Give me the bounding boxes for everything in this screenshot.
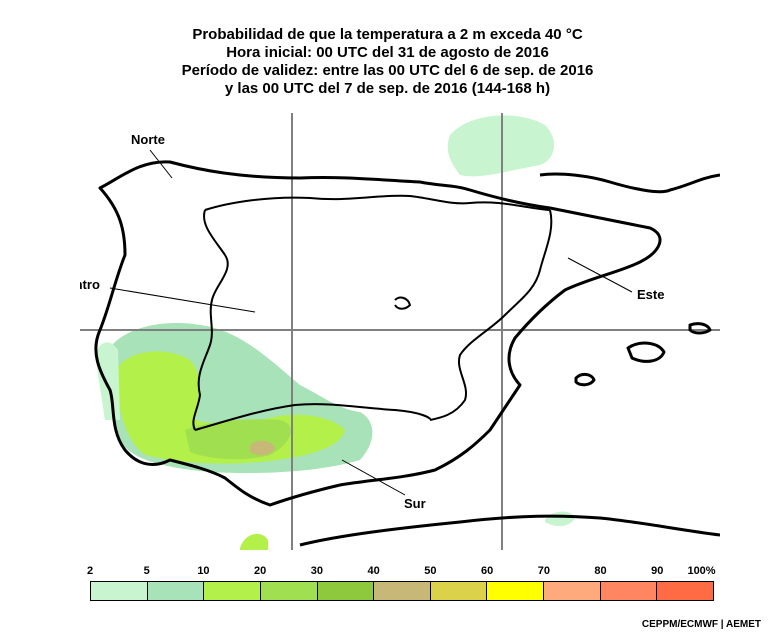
boundary-north <box>204 194 551 211</box>
iberia-coast <box>94 160 662 507</box>
legend-tick: 2 <box>86 565 94 577</box>
title-line-4: y las 00 UTC del 7 de sep. de 2016 (144-… <box>224 80 551 97</box>
pointer-norte <box>149 149 173 179</box>
region-pointers <box>109 149 633 496</box>
region-label-centro: Centro <box>80 277 100 292</box>
legend-swatch <box>147 582 205 600</box>
legend-tick: 50 <box>424 565 437 577</box>
prob-area-bottom <box>240 533 268 550</box>
legend-tick: 40 <box>367 565 380 577</box>
boundary-west <box>192 209 229 431</box>
probability-shading <box>95 115 575 550</box>
legend-tick: 80 <box>594 565 607 577</box>
legend-color-bar <box>90 581 714 601</box>
legend-swatch <box>374 582 431 600</box>
title-line-2: Hora inicial: 00 UTC del 31 de agosto de… <box>226 44 549 61</box>
map-title: Probabilidad de que la temperatura a 2 m… <box>0 26 775 98</box>
map-panel: Norte Centro Este Sur <box>80 113 720 550</box>
legend-tick: 20 <box>254 565 267 577</box>
legend-swatch <box>317 582 375 600</box>
prob-area-cantabria <box>447 115 555 177</box>
region-label-sur: Sur <box>404 496 426 511</box>
legend-ticks: 2 5 10 20 30 40 50 60 70 80 90 100% <box>86 565 716 579</box>
legend-swatch <box>600 582 658 600</box>
color-legend: 2 5 10 20 30 40 50 60 70 80 90 100% <box>86 565 716 601</box>
africa-coast <box>299 514 720 547</box>
legend-tick: 5 <box>143 565 150 577</box>
prob-area-westcoast <box>95 342 120 420</box>
coastline <box>94 160 720 547</box>
prob-area-core <box>250 440 275 456</box>
legend-tick: 100% <box>687 565 716 577</box>
prob-area-sur-east <box>545 511 575 527</box>
legend-swatch <box>204 582 261 600</box>
legend-tick: 10 <box>197 565 210 577</box>
legend-swatch <box>91 582 148 600</box>
france-coast <box>539 172 720 194</box>
ibiza-island <box>574 372 596 387</box>
legend-swatch <box>430 582 488 600</box>
pointer-centro <box>109 287 256 313</box>
pointer-sur <box>341 459 406 496</box>
boundary-madrid-detail <box>394 296 411 310</box>
legend-tick: 30 <box>310 565 323 577</box>
title-line-3: Período de validez: entre las 00 UTC del… <box>181 62 594 79</box>
grid <box>80 113 720 550</box>
pointer-este <box>567 257 633 293</box>
legend-swatch <box>657 582 714 600</box>
boundary-south <box>194 403 432 431</box>
legend-tick: 70 <box>537 565 550 577</box>
credit-text: CEPPM/ECMWF | AEMET <box>641 619 761 630</box>
boundary-east <box>429 209 553 421</box>
region-boundaries <box>192 194 553 431</box>
region-label-norte: Norte <box>131 132 165 147</box>
legend-tick: 90 <box>651 565 664 577</box>
legend-swatch <box>260 582 318 600</box>
title-line-1: Probabilidad de que la temperatura a 2 m… <box>192 26 583 43</box>
mallorca-island <box>626 341 666 363</box>
menorca-island <box>688 322 712 335</box>
region-label-este: Este <box>637 287 665 302</box>
iberia-map <box>80 113 720 550</box>
legend-swatch <box>544 582 601 600</box>
legend-tick: 60 <box>480 565 494 577</box>
legend-swatch <box>487 582 545 600</box>
